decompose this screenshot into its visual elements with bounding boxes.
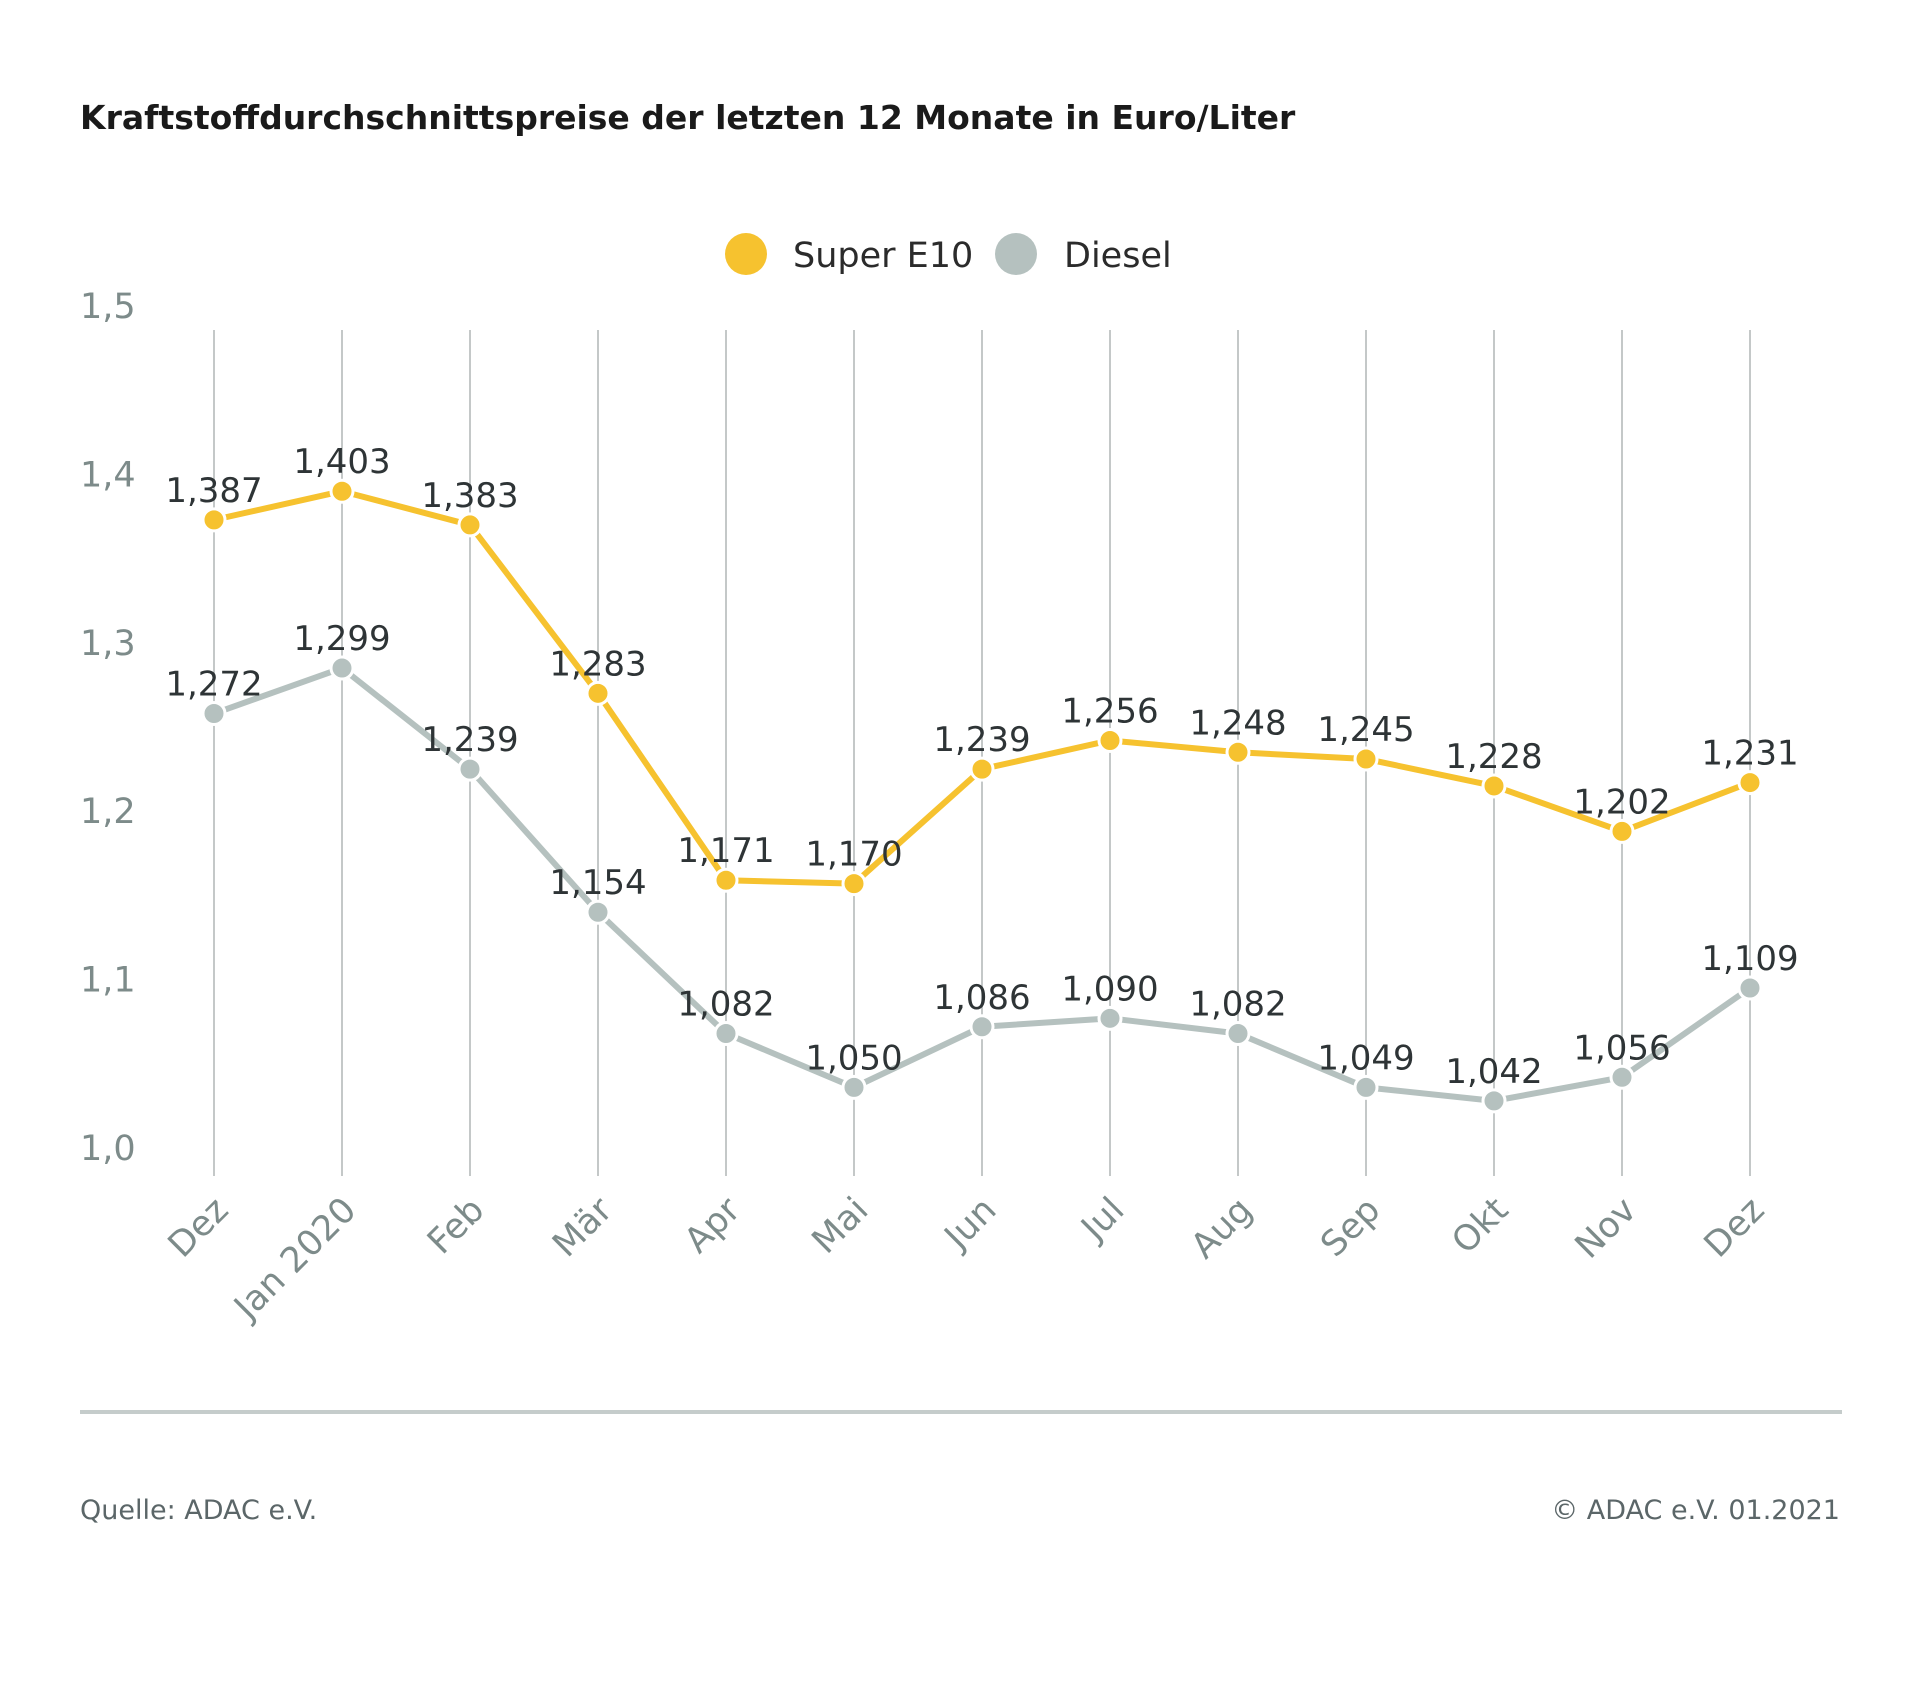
data-point-diesel (841, 1074, 867, 1100)
data-point-super-e10 (969, 756, 995, 782)
data-point-diesel (585, 899, 611, 925)
x-tick-label: Jan 2020 (226, 1190, 365, 1329)
data-label-diesel: 1,109 (1701, 939, 1798, 979)
legend-label-diesel: Diesel (1064, 236, 1172, 276)
x-tick-label: Jul (1073, 1190, 1133, 1250)
data-point-super-e10 (1737, 770, 1763, 796)
data-point-super-e10 (841, 871, 867, 897)
data-label-diesel: 1,239 (421, 720, 518, 760)
data-label-diesel: 1,082 (1189, 984, 1286, 1024)
data-point-super-e10 (201, 507, 227, 533)
data-point-diesel (969, 1014, 995, 1040)
x-tick-label: Okt (1445, 1190, 1517, 1262)
x-tick-label: Apr (677, 1190, 749, 1262)
data-label-diesel: 1,042 (1445, 1052, 1542, 1092)
data-label-diesel: 1,049 (1317, 1038, 1414, 1078)
data-label-super-e10: 1,231 (1701, 734, 1798, 774)
data-point-super-e10 (457, 512, 483, 538)
data-point-diesel (201, 701, 227, 727)
data-label-super-e10: 1,383 (421, 476, 518, 516)
x-tick-label: Dez (1697, 1190, 1773, 1266)
data-label-super-e10: 1,202 (1573, 782, 1670, 822)
data-point-super-e10 (1353, 746, 1379, 772)
data-point-super-e10 (1481, 773, 1507, 799)
y-tick-label: 1,2 (80, 792, 136, 832)
data-point-super-e10 (1609, 818, 1635, 844)
data-label-super-e10: 1,170 (805, 835, 902, 875)
data-point-diesel (329, 655, 355, 681)
y-tick-label: 1,1 (80, 961, 136, 1001)
data-label-super-e10: 1,283 (549, 644, 646, 684)
x-tick-label: Jun (936, 1190, 1004, 1258)
data-point-diesel (1097, 1005, 1123, 1031)
data-point-super-e10 (713, 867, 739, 893)
y-axis: 1,0 1,1 1,2 1,3 1,4 1,5 (80, 287, 136, 1169)
data-labels: 1,387 1,403 1,383 1,283 1,171 1,170 1,239 1,256… (165, 442, 1798, 1092)
copyright-note: © ADAC e.V. 01.2021 (1551, 1495, 1840, 1526)
legend-marker-diesel (995, 233, 1037, 275)
y-tick-label: 1,0 (80, 1129, 136, 1169)
data-label-diesel: 1,086 (933, 978, 1030, 1018)
data-label-diesel: 1,056 (1573, 1028, 1670, 1068)
y-tick-label: 1,3 (80, 624, 136, 664)
data-point-super-e10 (585, 680, 611, 706)
data-label-super-e10: 1,256 (1061, 691, 1158, 731)
chart-title: Kraftstoffdurchschnittspreise der letzte… (80, 98, 1296, 137)
data-label-super-e10: 1,228 (1445, 737, 1542, 777)
data-label-super-e10: 1,403 (293, 442, 390, 482)
y-tick-label: 1,5 (80, 287, 136, 327)
legend: Super E10 Diesel (725, 233, 1172, 276)
series-points (201, 478, 1763, 1114)
x-tick-label: Nov (1568, 1190, 1645, 1267)
data-label-super-e10: 1,171 (677, 831, 774, 871)
data-label-diesel: 1,299 (293, 619, 390, 659)
data-point-super-e10 (1097, 727, 1123, 753)
data-point-diesel (1609, 1064, 1635, 1090)
data-point-diesel (713, 1020, 739, 1046)
data-label-diesel: 1,050 (805, 1038, 902, 1078)
data-point-diesel (1353, 1074, 1379, 1100)
data-label-super-e10: 1,245 (1317, 710, 1414, 750)
data-point-diesel (1737, 975, 1763, 1001)
data-label-super-e10: 1,239 (933, 720, 1030, 760)
gridlines (213, 330, 1751, 1176)
data-point-super-e10 (329, 478, 355, 504)
x-tick-label: Aug (1184, 1190, 1261, 1267)
data-label-super-e10: 1,387 (165, 471, 262, 511)
y-tick-label: 1,4 (80, 455, 136, 495)
data-point-diesel (1225, 1020, 1251, 1046)
data-label-diesel: 1,272 (165, 665, 262, 705)
x-tick-label: Feb (420, 1190, 492, 1262)
legend-marker-super-e10 (725, 233, 767, 275)
source-note: Quelle: ADAC e.V. (80, 1495, 317, 1526)
legend-label-super-e10: Super E10 (793, 236, 973, 276)
data-point-diesel (1481, 1088, 1507, 1114)
data-point-diesel (457, 756, 483, 782)
data-label-super-e10: 1,248 (1189, 703, 1286, 743)
x-tick-label: Dez (161, 1190, 237, 1266)
data-point-super-e10 (1225, 739, 1251, 765)
data-label-diesel: 1,154 (549, 863, 646, 903)
data-label-diesel: 1,090 (1061, 969, 1158, 1009)
x-tick-label: Sep (1313, 1190, 1388, 1265)
data-label-diesel: 1,082 (677, 984, 774, 1024)
x-tick-label: Mär (545, 1190, 620, 1265)
x-tick-label: Mai (805, 1190, 877, 1262)
